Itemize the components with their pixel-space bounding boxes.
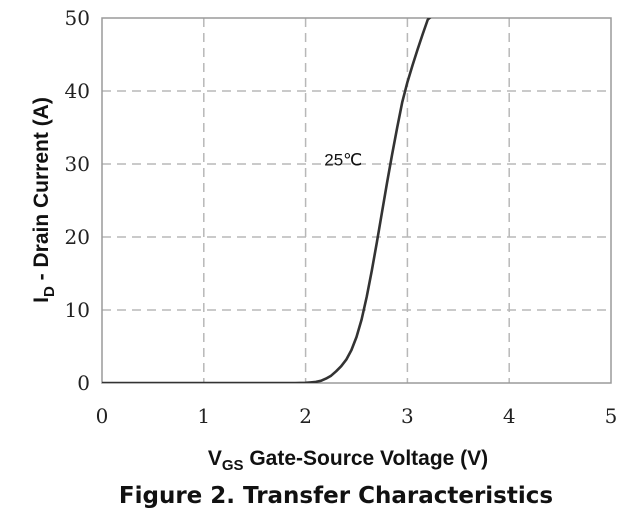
x-axis-label-subscript: GS	[222, 457, 244, 474]
y-axis-label-text: - Drain Current (A)	[30, 97, 53, 286]
x-tick-label: 5	[605, 404, 618, 428]
y-tick-label: 10	[65, 298, 90, 322]
plot-area-border	[101, 17, 612, 384]
y-tick-labels: 0 10 20 30 40 50	[65, 6, 90, 395]
x-tick-label: 4	[503, 404, 516, 428]
y-axis-label-main: I	[30, 297, 53, 303]
grid	[102, 18, 611, 383]
y-tick-label: 20	[65, 225, 90, 249]
figure-caption: Figure 2. Transfer Characteristics	[119, 483, 553, 509]
y-tick-label: 0	[77, 371, 90, 395]
y-axis-label: ID - Drain Current (A)	[30, 97, 58, 303]
x-tick-label: 2	[299, 404, 312, 428]
y-axis-label-subscript: D	[41, 286, 58, 297]
x-tick-label: 1	[197, 404, 210, 428]
x-axis-label-main: V	[208, 447, 222, 470]
y-tick-label: 30	[65, 152, 90, 176]
y-tick-label: 50	[65, 6, 90, 30]
x-axis-label-text: Gate-Source Voltage (V)	[244, 447, 489, 470]
x-axis-label: VGS Gate-Source Voltage (V)	[208, 447, 488, 474]
y-tick-label: 40	[65, 79, 90, 103]
x-tick-labels: 0 1 2 3 4 5	[96, 404, 618, 428]
temperature-annotation: 25℃	[324, 150, 362, 169]
x-tick-label: 3	[401, 404, 414, 428]
drain-current-curve	[102, 18, 432, 383]
x-tick-label: 0	[96, 404, 109, 428]
